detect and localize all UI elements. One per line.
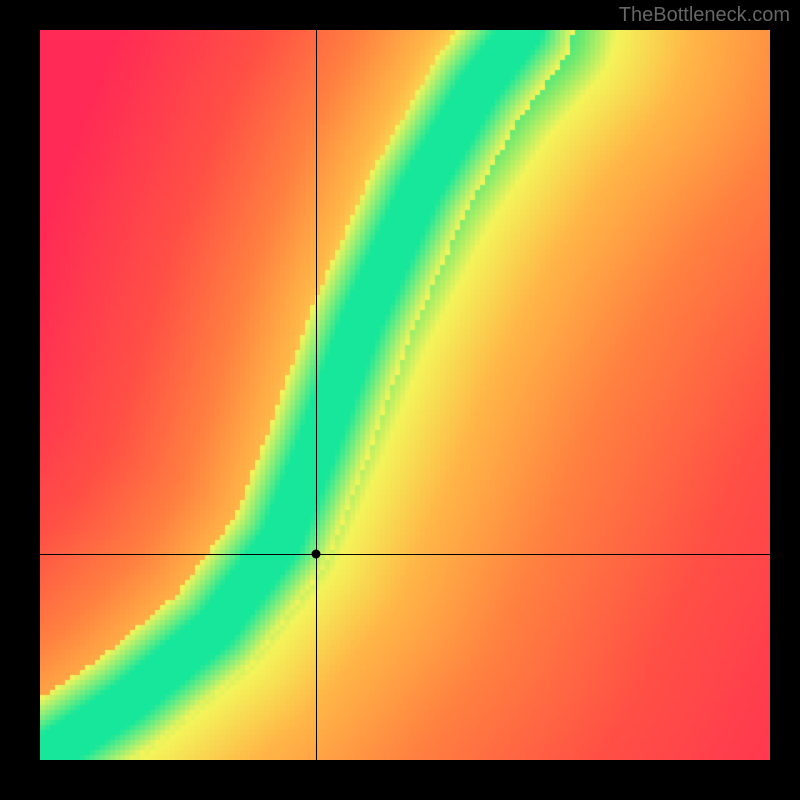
crosshair-vertical	[316, 30, 317, 760]
chart-container: TheBottleneck.com	[0, 0, 800, 800]
crosshair-marker	[311, 550, 320, 559]
crosshair-horizontal	[40, 554, 770, 555]
heatmap-canvas	[40, 30, 770, 760]
plot-area	[40, 30, 770, 760]
watermark-text: TheBottleneck.com	[619, 4, 790, 27]
